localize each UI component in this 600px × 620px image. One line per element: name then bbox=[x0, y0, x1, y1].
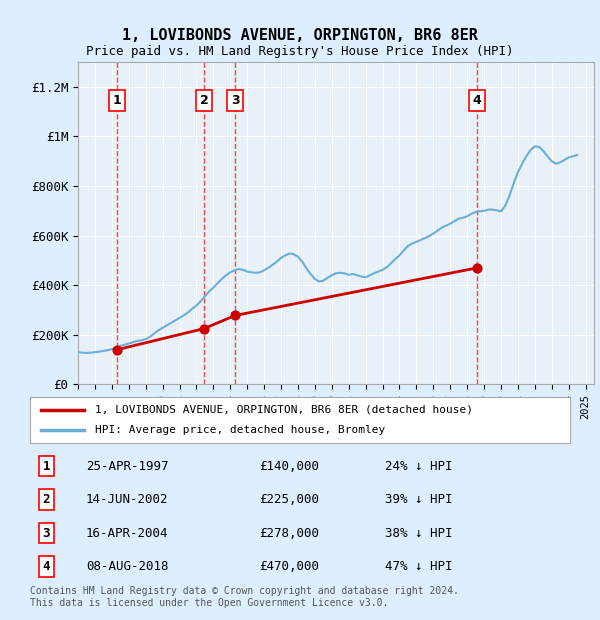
Text: 4: 4 bbox=[473, 94, 482, 107]
Text: £278,000: £278,000 bbox=[259, 527, 319, 539]
Text: 1: 1 bbox=[43, 460, 50, 472]
Text: 39% ↓ HPI: 39% ↓ HPI bbox=[385, 494, 452, 506]
Text: 25-APR-1997: 25-APR-1997 bbox=[86, 460, 169, 472]
Text: 3: 3 bbox=[231, 94, 239, 107]
Point bbox=[230, 311, 240, 321]
Text: 38% ↓ HPI: 38% ↓ HPI bbox=[385, 527, 452, 539]
Text: 2: 2 bbox=[43, 494, 50, 506]
Text: £140,000: £140,000 bbox=[259, 460, 319, 472]
Text: Contains HM Land Registry data © Crown copyright and database right 2024.
This d: Contains HM Land Registry data © Crown c… bbox=[30, 586, 459, 608]
Text: HPI: Average price, detached house, Bromley: HPI: Average price, detached house, Brom… bbox=[95, 425, 385, 435]
Text: Price paid vs. HM Land Registry's House Price Index (HPI): Price paid vs. HM Land Registry's House … bbox=[86, 45, 514, 58]
Point bbox=[472, 263, 482, 273]
Text: 1: 1 bbox=[113, 94, 122, 107]
Text: 1, LOVIBONDS AVENUE, ORPINGTON, BR6 8ER: 1, LOVIBONDS AVENUE, ORPINGTON, BR6 8ER bbox=[122, 28, 478, 43]
Text: 4: 4 bbox=[43, 560, 50, 573]
Text: 08-AUG-2018: 08-AUG-2018 bbox=[86, 560, 169, 573]
Text: 47% ↓ HPI: 47% ↓ HPI bbox=[385, 560, 452, 573]
Point bbox=[199, 324, 209, 334]
Text: 14-JUN-2002: 14-JUN-2002 bbox=[86, 494, 169, 506]
Text: 24% ↓ HPI: 24% ↓ HPI bbox=[385, 460, 452, 472]
Text: £470,000: £470,000 bbox=[259, 560, 319, 573]
Text: 3: 3 bbox=[43, 527, 50, 539]
Text: £225,000: £225,000 bbox=[259, 494, 319, 506]
Text: 16-APR-2004: 16-APR-2004 bbox=[86, 527, 169, 539]
Point bbox=[112, 345, 122, 355]
Text: 2: 2 bbox=[200, 94, 208, 107]
Text: 1, LOVIBONDS AVENUE, ORPINGTON, BR6 8ER (detached house): 1, LOVIBONDS AVENUE, ORPINGTON, BR6 8ER … bbox=[95, 405, 473, 415]
